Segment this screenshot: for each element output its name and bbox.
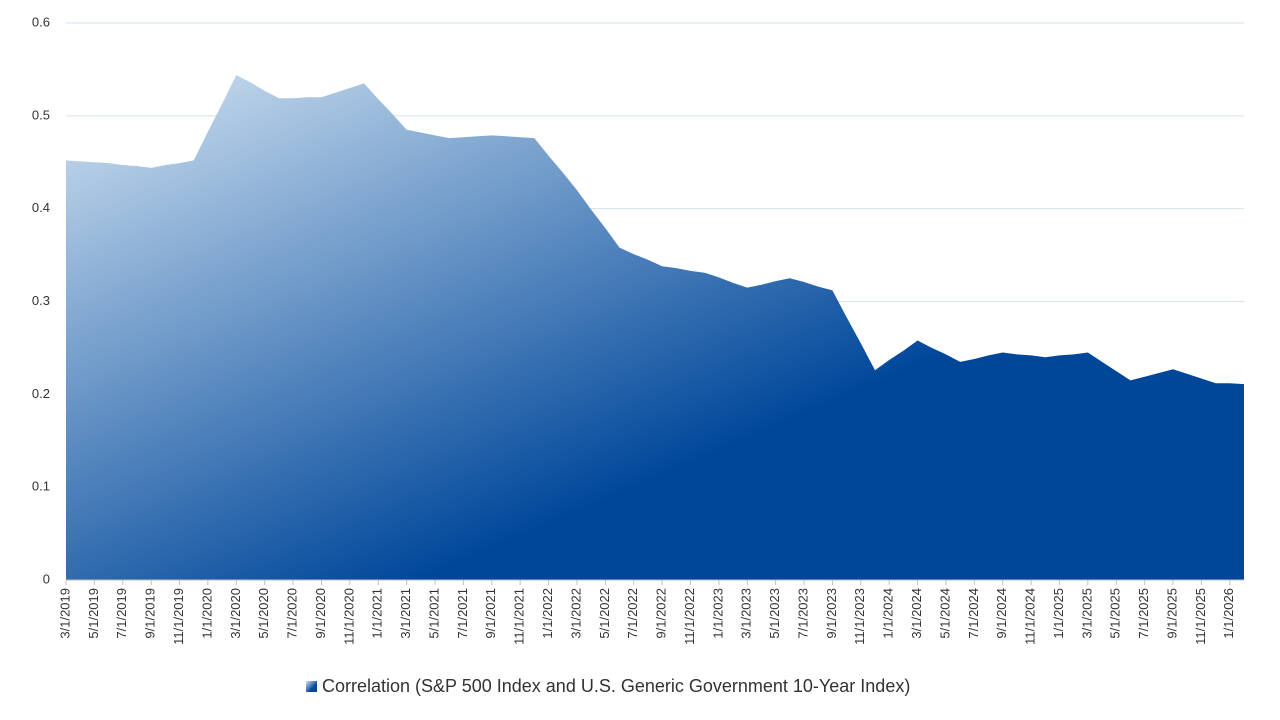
x-tick-label: 5/1/2019 [86,588,101,639]
x-tick-label: 1/1/2023 [710,588,725,639]
x-tick-label: 1/1/2020 [199,588,214,639]
y-tick-label: 0.4 [32,200,50,215]
x-tick-label: 9/1/2021 [483,588,498,639]
x-tick-label: 3/1/2023 [739,588,754,639]
x-tick-label: 5/1/2025 [1108,588,1123,639]
x-tick-label: 1/1/2024 [881,588,896,639]
x-tick-label: 1/1/2022 [540,588,555,639]
legend-label: Correlation (S&P 500 Index and U.S. Gene… [322,676,910,696]
x-tick-label: 1/1/2026 [1221,588,1236,639]
x-tick-label: 5/1/2021 [426,588,441,639]
x-tick-label: 5/1/2020 [256,588,271,639]
area [66,74,1244,581]
x-tick-label: 7/1/2024 [966,588,981,639]
x-tick-label: 1/1/2025 [1051,588,1066,639]
x-tick-label: 5/1/2024 [937,588,952,639]
x-tick-label: 11/1/2019 [171,588,186,645]
y-tick-label: 0.2 [32,386,50,401]
y-tick-label: 0.3 [32,293,50,308]
x-tick-label: 3/1/2021 [398,588,413,639]
x-tick-label: 7/1/2021 [455,588,470,639]
x-tick-label: 11/1/2021 [512,588,527,645]
x-tick-label: 9/1/2025 [1164,588,1179,639]
x-tick-label: 11/1/2023 [852,588,867,645]
x-tick-label: 7/1/2019 [114,588,129,639]
x-tick-label: 3/1/2025 [1079,588,1094,639]
x-tick-label: 11/1/2022 [682,588,697,645]
legend-swatch [306,681,317,692]
y-tick-label: 0 [43,571,50,586]
x-tick-label: 1/1/2021 [370,588,385,639]
y-tick-label: 0.5 [32,107,50,122]
x-tick-label: 7/1/2022 [625,588,640,639]
x-tick-label: 5/1/2023 [767,588,782,639]
x-tick-label: 3/1/2019 [57,588,72,639]
x-tick-label: 9/1/2019 [143,588,158,639]
x-tick-label: 11/1/2024 [1023,588,1038,645]
x-tick-label: 9/1/2020 [313,588,328,639]
x-tick-label: 7/1/2020 [285,588,300,639]
x-tick-label: 9/1/2024 [994,588,1009,639]
x-tick-label: 3/1/2020 [228,588,243,639]
x-tick-label: 11/1/2025 [1193,588,1208,645]
x-tick-label: 3/1/2022 [568,588,583,639]
x-tick-label: 7/1/2023 [795,588,810,639]
x-tick-label: 11/1/2020 [341,588,356,645]
y-tick-label: 0.1 [32,479,50,494]
y-tick-label: 0.6 [32,14,50,29]
x-tick-label: 5/1/2022 [597,588,612,639]
legend: Correlation (S&P 500 Index and U.S. Gene… [306,676,910,696]
x-tick-label: 3/1/2024 [909,588,924,639]
x-tick-label: 7/1/2025 [1136,588,1151,639]
x-tick-label: 9/1/2022 [654,588,669,639]
x-tick-label: 9/1/2023 [824,588,839,639]
